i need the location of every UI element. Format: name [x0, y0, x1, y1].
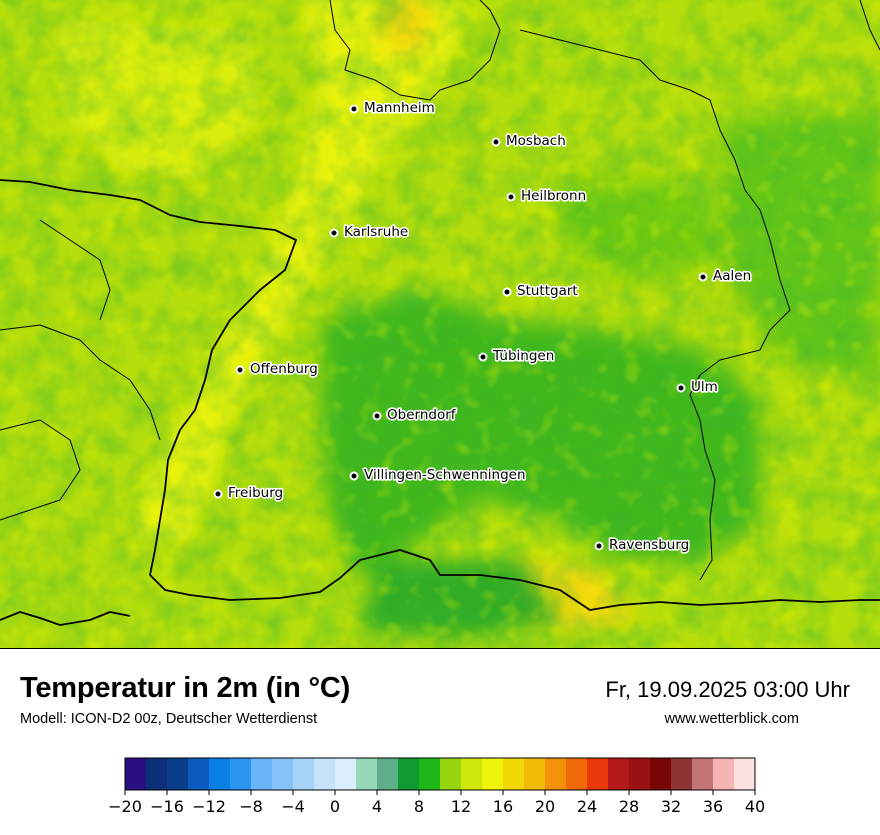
legend-bin [734, 758, 756, 790]
legend-bin [524, 758, 546, 790]
temperature-map: Mannheim Mosbach Heilbronn Karlsruhe Aal… [0, 0, 880, 649]
legend-tick-label: −20 [108, 797, 142, 816]
legend-bin [482, 758, 504, 790]
color-legend: −20 −16 −12 −8 −4 0 4 8 12 16 20 24 28 32 36 40 [0, 755, 880, 830]
city-label: Tübingen [492, 348, 554, 364]
legend-tick-label: 28 [619, 797, 639, 816]
city-label: Villingen-Schwenningen [364, 467, 526, 483]
state-borders [0, 0, 880, 581]
legend-tick-label: −16 [150, 797, 184, 816]
city-marker[interactable]: Freiburg [213, 483, 285, 503]
legend-bin [230, 758, 252, 790]
legend-bins [124, 757, 756, 791]
city-label: Heilbronn [521, 188, 586, 204]
city-marker[interactable]: Ravensburg [594, 535, 691, 555]
city-label: Offenburg [250, 361, 318, 377]
legend-frame [124, 757, 756, 791]
city-marker[interactable]: Mannheim [349, 98, 436, 118]
legend-tick-label: 32 [661, 797, 681, 816]
legend-bin [335, 758, 357, 790]
legend-bin [503, 758, 525, 790]
legend-bin [398, 758, 420, 790]
model-info: Modell: ICON-D2 00z, Deutscher Wetterdie… [20, 711, 318, 727]
city-marker[interactable]: Aalen [698, 266, 753, 286]
city-label: Stuttgart [517, 283, 578, 299]
legend-tick-label: −12 [192, 797, 226, 816]
country-borders [0, 179, 880, 626]
legend-bin [692, 758, 714, 790]
legend-bin [377, 758, 399, 790]
legend-bin [167, 758, 189, 790]
map-canvas: Mannheim Mosbach Heilbronn Karlsruhe Aal… [0, 0, 880, 648]
city-label: Ravensburg [609, 537, 689, 553]
city-marker[interactable]: Ulm [676, 377, 719, 397]
legend-tick-label: 0 [330, 797, 340, 816]
city-marker[interactable]: Oberndorf [372, 405, 458, 425]
legend-bin [545, 758, 567, 790]
legend-tick-label: −8 [239, 797, 263, 816]
city-marker[interactable]: Mosbach [491, 131, 567, 151]
legend-bin [461, 758, 483, 790]
legend-bin [566, 758, 588, 790]
legend-bin [419, 758, 441, 790]
legend-tick-label: 8 [414, 797, 424, 816]
city-marker[interactable]: Karlsruhe [329, 222, 410, 242]
city-marker[interactable]: Stuttgart [502, 281, 579, 301]
legend-tick-label: 20 [535, 797, 555, 816]
legend-canvas: −20 −16 −12 −8 −4 0 4 8 12 16 20 24 28 32 36 40 [108, 757, 765, 816]
legend-bin [608, 758, 630, 790]
legend-bin [314, 758, 336, 790]
forecast-datetime: Fr, 19.09.2025 03:00 Uhr [605, 677, 850, 702]
legend-bin [587, 758, 609, 790]
legend-bin [146, 758, 168, 790]
legend-tick-label: 16 [493, 797, 513, 816]
city-label: Ulm [691, 379, 718, 395]
legend-tick-label: 36 [703, 797, 723, 816]
legend-bin [209, 758, 231, 790]
legend-bin [671, 758, 693, 790]
legend-bin [713, 758, 735, 790]
city-label: Freiburg [228, 485, 283, 501]
legend-tick-label: 24 [577, 797, 597, 816]
city-markers: Mannheim Mosbach Heilbronn Karlsruhe Aal… [213, 98, 753, 555]
legend-tick-label: 4 [372, 797, 382, 816]
legend-bin [356, 758, 378, 790]
legend-tick-label: 12 [451, 797, 471, 816]
legend-bin [650, 758, 672, 790]
legend-bin [629, 758, 651, 790]
website-link[interactable]: www.wetterblick.com [664, 711, 799, 727]
city-label: Mosbach [506, 133, 566, 149]
legend-bin [251, 758, 273, 790]
city-marker[interactable]: Tübingen [478, 346, 556, 366]
city-marker[interactable]: Villingen-Schwenningen [349, 465, 527, 485]
city-label: Karlsruhe [344, 224, 408, 240]
city-marker[interactable]: Heilbronn [506, 186, 588, 206]
legend-bin [440, 758, 462, 790]
legend-ticks: −20 −16 −12 −8 −4 0 4 8 12 16 20 24 28 32 36 40 [108, 790, 765, 816]
city-label: Mannheim [364, 100, 435, 116]
legend-bin [188, 758, 210, 790]
legend-bin [293, 758, 315, 790]
legend-bin [272, 758, 294, 790]
map-title: Temperatur in 2m (in °C) [20, 672, 351, 704]
legend-tick-label: 40 [745, 797, 765, 816]
legend-bin [125, 758, 147, 790]
city-label: Oberndorf [387, 407, 457, 423]
city-label: Aalen [713, 268, 751, 284]
legend-tick-label: −4 [281, 797, 305, 816]
city-marker[interactable]: Offenburg [235, 359, 319, 379]
